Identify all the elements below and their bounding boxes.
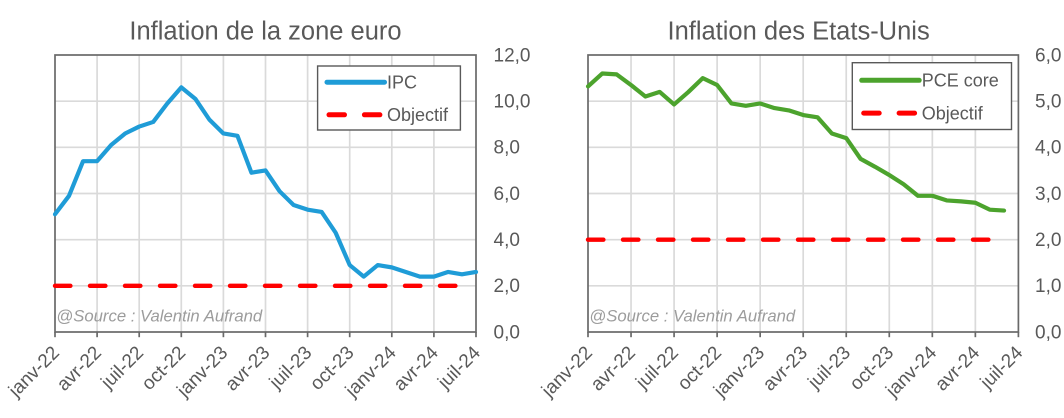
svg-text:4,0: 4,0 xyxy=(494,230,520,251)
svg-text:Objectif: Objectif xyxy=(922,103,984,123)
svg-text:1,0: 1,0 xyxy=(1035,276,1061,297)
svg-text:2,0: 2,0 xyxy=(1035,230,1061,251)
svg-text:5,0: 5,0 xyxy=(1035,91,1061,112)
svg-text:0,0: 0,0 xyxy=(494,322,520,343)
svg-text:3,0: 3,0 xyxy=(1035,184,1061,205)
svg-text:@Source : Valentin Aufrand: @Source : Valentin Aufrand xyxy=(56,307,263,326)
svg-text:8,0: 8,0 xyxy=(494,138,520,159)
svg-text:10,0: 10,0 xyxy=(494,91,531,112)
svg-text:2,0: 2,0 xyxy=(494,276,520,297)
svg-text:0,0: 0,0 xyxy=(1035,322,1061,343)
svg-text:Inflation des Etats-Unis: Inflation des Etats-Unis xyxy=(667,17,929,45)
svg-text:Inflation de la zone euro: Inflation de la zone euro xyxy=(129,17,401,45)
svg-text:12,0: 12,0 xyxy=(494,45,531,66)
svg-text:@Source : Valentin Aufrand: @Source : Valentin Aufrand xyxy=(589,307,796,326)
svg-text:4,0: 4,0 xyxy=(1035,138,1061,159)
svg-text:PCE core: PCE core xyxy=(922,71,999,91)
svg-text:6,0: 6,0 xyxy=(494,184,520,205)
svg-text:Objectif: Objectif xyxy=(387,105,449,125)
svg-text:IPC: IPC xyxy=(387,73,417,93)
svg-text:6,0: 6,0 xyxy=(1035,45,1061,66)
